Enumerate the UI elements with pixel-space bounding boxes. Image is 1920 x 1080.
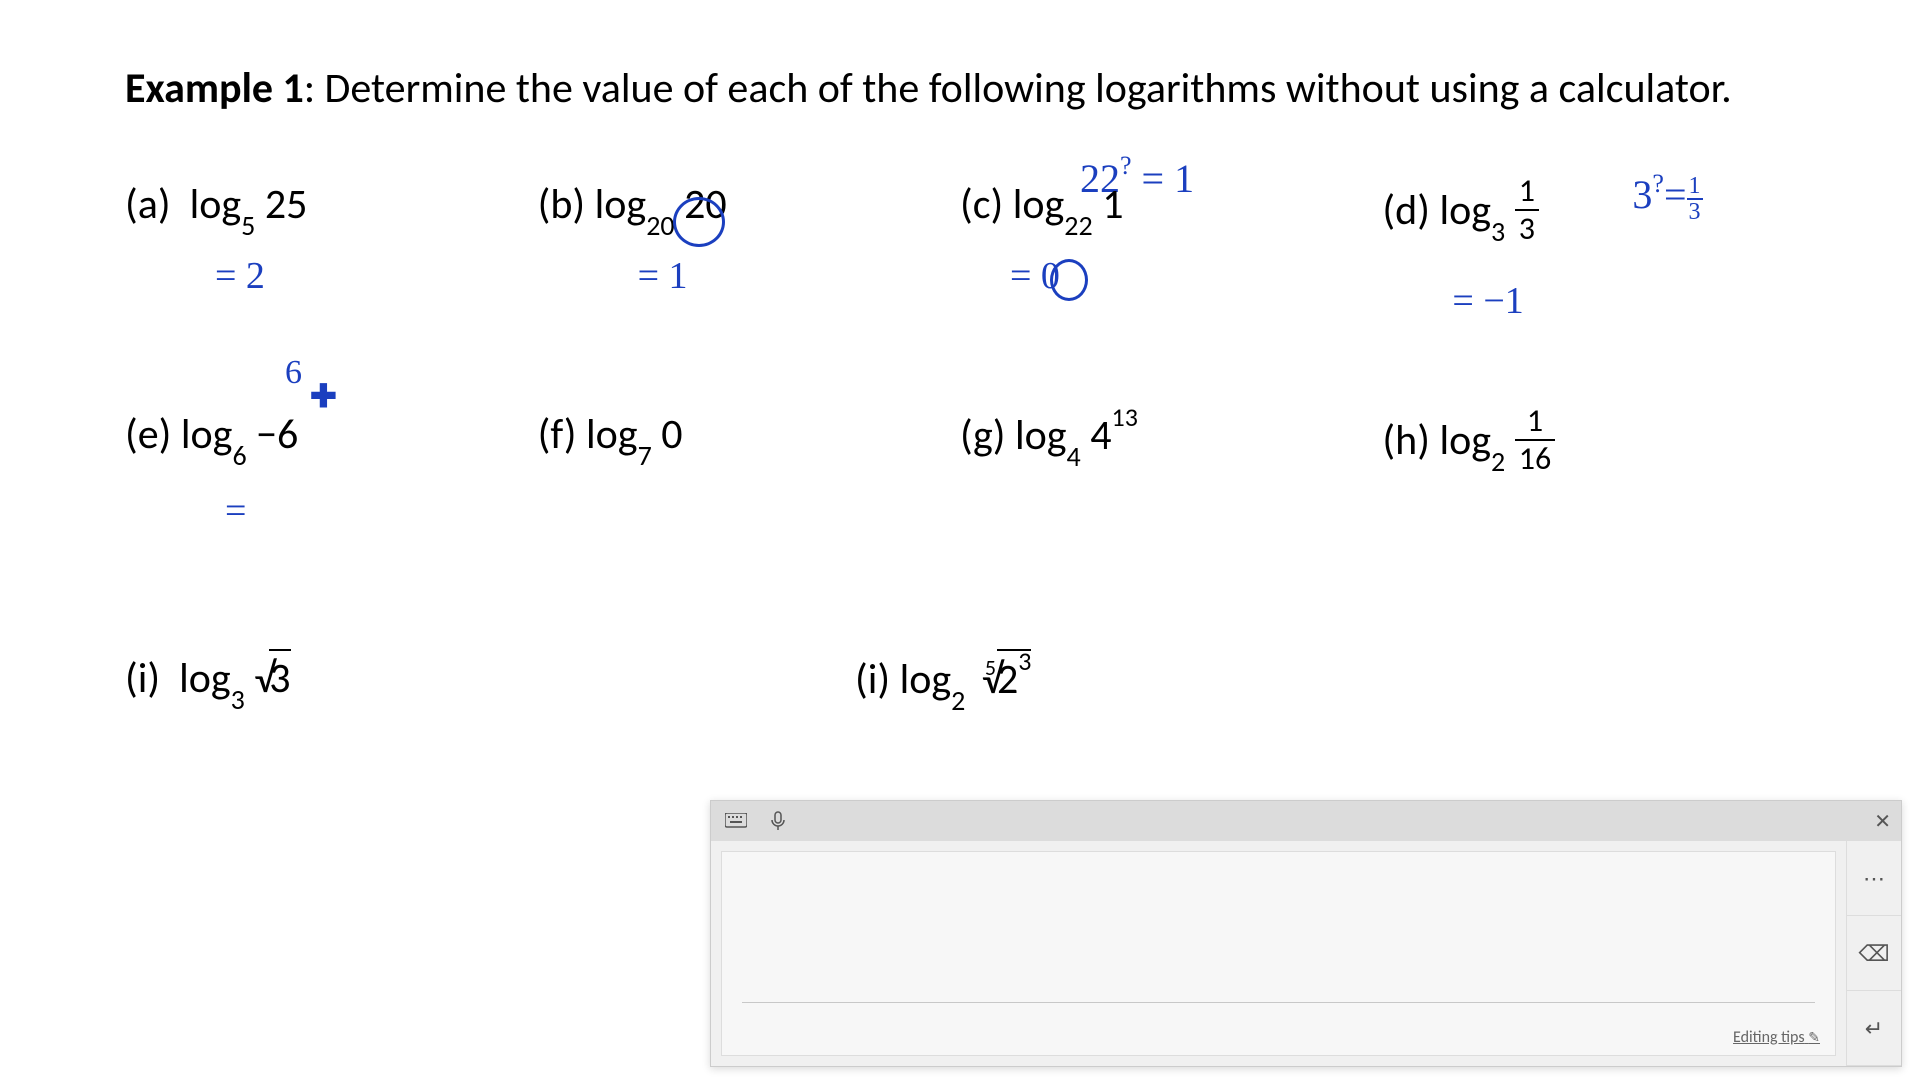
close-icon[interactable]: ✕ [1874, 809, 1891, 834]
handwriting-area[interactable]: Editing tips ✎ [721, 851, 1836, 1056]
sqrt: √3 [254, 649, 290, 704]
fraction: 1 16 [1515, 405, 1555, 475]
microphone-icon[interactable] [763, 806, 793, 836]
panel-body: Editing tips ✎ ⋯ ⌫ ↵ [711, 841, 1901, 1066]
fraction: 1 3 [1515, 175, 1539, 245]
annotation-e-work: 6 [285, 354, 302, 392]
problem-g: (g) log4 413 [960, 409, 1382, 479]
problem-i: (i) log3 √3 [125, 649, 855, 710]
example-title: Example 1: Determine the value of each o… [125, 60, 1795, 119]
problem-h: (h) log2 1 16 [1382, 409, 1795, 479]
problem-c: (c) log22 1 = 0 [960, 179, 1382, 249]
row-2: (e) log6 −6 6 ✚ = (f) log7 0 (g) log4 41… [125, 409, 1795, 479]
title-rest: : Determine the value of each of the fol… [304, 63, 1732, 114]
annotation-d-answer: = −1 [1452, 279, 1523, 323]
problem-d: (d) log3 1 3 3?=13 = −1 [1382, 179, 1795, 249]
title-bold: Example 1 [125, 63, 304, 114]
enter-button[interactable]: ↵ [1846, 991, 1901, 1066]
problem-e: (e) log6 −6 6 ✚ = [125, 409, 538, 479]
document-body: Example 1: Determine the value of each o… [0, 0, 1920, 770]
more-button[interactable]: ⋯ [1846, 841, 1901, 916]
row-3: (i) log3 √3 (i) log2 5√23 [125, 649, 1795, 710]
annotation-a-answer: = 2 [215, 254, 265, 298]
panel-toolbar: ✕ [711, 801, 1901, 841]
editing-tips-link[interactable]: Editing tips ✎ [1733, 1028, 1820, 1047]
problem-a: (a) log5 25 = 2 [125, 179, 538, 249]
backspace-button[interactable]: ⌫ [1846, 916, 1901, 991]
annotation-b-circle [673, 197, 725, 247]
problem-j: (i) log2 5√23 [855, 649, 1031, 710]
row-1: (a) log5 25 = 2 (b) log20 20 = 1 (c) log… [125, 179, 1795, 249]
annotation-b-answer: = 1 [638, 254, 688, 298]
cursor-icon: ✚ [310, 377, 337, 416]
problem-b: (b) log20 20 = 1 [538, 179, 960, 249]
side-buttons: ⋯ ⌫ ↵ [1846, 841, 1901, 1066]
keyboard-icon[interactable] [721, 806, 751, 836]
annotation-c-zero-circle [1050, 259, 1088, 301]
annotation-e-answer: = [225, 489, 246, 533]
baseline [742, 1002, 1815, 1003]
problem-f: (f) log7 0 [538, 409, 960, 479]
annotation-d-work: 3?=13 [1632, 171, 1702, 224]
nth-root: 5√23 [975, 649, 1032, 705]
handwriting-input-panel[interactable]: ✕ Editing tips ✎ ⋯ ⌫ ↵ [710, 800, 1902, 1067]
